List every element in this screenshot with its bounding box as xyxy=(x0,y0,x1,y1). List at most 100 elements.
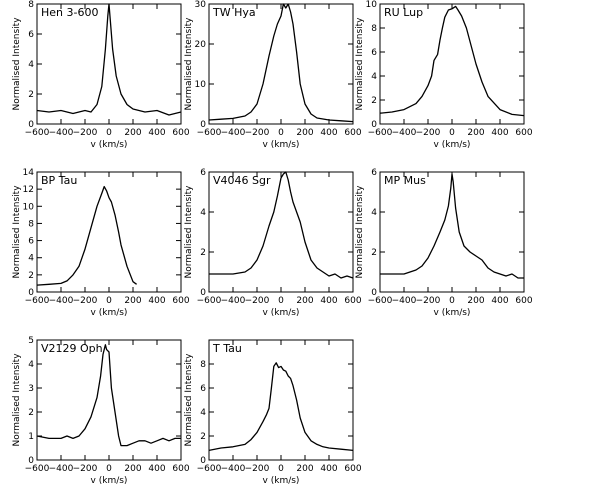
x-tick-label: −400 xyxy=(392,128,417,138)
y-axis-label: Normalised Intensity xyxy=(355,17,365,111)
x-tick-label: −600 xyxy=(368,128,393,138)
y-tick-label: 6 xyxy=(371,168,377,178)
x-tick-label: 200 xyxy=(467,296,484,306)
y-tick-label: 6 xyxy=(200,384,206,394)
x-tick-label: 400 xyxy=(148,128,165,138)
plot-frame xyxy=(36,3,182,125)
y-tick-label: 4 xyxy=(200,408,206,418)
x-tick-label: −600 xyxy=(197,464,222,474)
y-tick-label: 12 xyxy=(23,185,34,195)
panel-title: Hen 3-600 xyxy=(41,6,98,19)
x-tick-label: 600 xyxy=(515,296,532,306)
x-axis-label: v (km/s) xyxy=(91,308,128,318)
x-tick-label: 0 xyxy=(449,296,455,306)
x-tick-label: 600 xyxy=(172,464,189,474)
y-axis-label: Normalised Intensity xyxy=(12,17,22,111)
plot-frame xyxy=(208,339,354,461)
x-tick-label: −200 xyxy=(245,296,270,306)
x-tick-label: 200 xyxy=(467,128,484,138)
x-tick-label: 400 xyxy=(320,296,337,306)
spectrum-line xyxy=(36,3,182,116)
y-tick-label: 2 xyxy=(371,96,377,106)
x-tick-label: 0 xyxy=(106,128,112,138)
y-axis-label: Normalised Intensity xyxy=(12,185,22,279)
y-tick-label: 0 xyxy=(28,288,34,298)
y-tick-label: 6 xyxy=(371,48,377,58)
y-tick-label: 6 xyxy=(200,168,206,178)
x-tick-label: 200 xyxy=(296,464,313,474)
panel-title: V2129 Oph xyxy=(41,342,103,355)
plot-frame xyxy=(36,171,182,293)
y-tick-label: 14 xyxy=(23,168,35,178)
x-tick-label: 200 xyxy=(124,296,141,306)
x-tick-label: 400 xyxy=(148,296,165,306)
y-tick-label: 4 xyxy=(371,72,377,82)
spectrum-line xyxy=(209,171,354,279)
x-tick-label: 0 xyxy=(278,464,284,474)
spectrum-line xyxy=(380,173,524,279)
y-axis-label: Normalised Intensity xyxy=(184,185,194,279)
panel-title: RU Lup xyxy=(384,6,423,19)
y-tick-label: 4 xyxy=(28,60,34,70)
y-tick-label: 4 xyxy=(28,360,34,370)
y-tick-label: 2 xyxy=(28,271,34,281)
x-tick-label: −400 xyxy=(221,128,246,138)
x-tick-label: 600 xyxy=(172,296,189,306)
y-tick-label: 4 xyxy=(200,208,206,218)
y-tick-label: 0 xyxy=(371,288,377,298)
x-tick-label: 200 xyxy=(124,128,141,138)
panel-8: −600 −400 −200 0 200 400 600 0 2 4 6 8 v (km/s) Norma… xyxy=(184,339,362,486)
x-tick-label: 400 xyxy=(491,128,508,138)
panel-title: MP Mus xyxy=(384,174,426,187)
y-tick-label: 2 xyxy=(28,90,34,100)
x-tick-label: −400 xyxy=(221,296,246,306)
x-tick-label: 0 xyxy=(278,296,284,306)
spectrum-line xyxy=(208,362,354,452)
y-tick-label: 4 xyxy=(28,254,34,264)
y-tick-label: 6 xyxy=(28,30,34,40)
x-tick-label: −600 xyxy=(197,128,222,138)
y-axis-label: Normalised Intensity xyxy=(355,185,365,279)
x-tick-label: −200 xyxy=(73,128,98,138)
x-tick-label: −200 xyxy=(416,296,441,306)
y-tick-label: 8 xyxy=(200,360,206,370)
y-tick-label: 0 xyxy=(371,120,377,130)
y-tick-label: 3 xyxy=(28,384,34,394)
panel-title: BP Tau xyxy=(41,174,77,187)
x-tick-label: 200 xyxy=(124,464,141,474)
spectrum-line xyxy=(36,344,181,447)
x-tick-label: −600 xyxy=(197,296,222,306)
panel-2: −600 −400 −200 0 200 400 600 0 10 20 30 v (km/s) Nor… xyxy=(184,0,362,150)
x-axis-label: v (km/s) xyxy=(91,140,128,150)
x-axis-label: v (km/s) xyxy=(263,308,300,318)
x-axis-label: v (km/s) xyxy=(434,308,471,318)
y-tick-label: 5 xyxy=(28,336,34,346)
x-tick-label: 0 xyxy=(278,128,284,138)
y-tick-label: 0 xyxy=(28,456,34,466)
panel-6: −600 −400 −200 0 200 400 600 0 2 4 6 v (km/s) Normal… xyxy=(355,168,533,318)
x-tick-label: −200 xyxy=(73,296,98,306)
x-tick-label: −600 xyxy=(25,464,50,474)
x-tick-label: −400 xyxy=(49,296,74,306)
x-tick-label: 400 xyxy=(320,464,337,474)
y-tick-label: 8 xyxy=(28,219,34,229)
y-axis-label: Normalised Intensity xyxy=(184,17,194,111)
y-tick-label: 2 xyxy=(200,248,206,258)
x-tick-label: −400 xyxy=(49,464,74,474)
plot-frame xyxy=(379,3,525,125)
y-tick-label: 0 xyxy=(200,288,206,298)
panel-title: TW Hya xyxy=(212,6,256,19)
spectrum-line xyxy=(208,3,354,123)
x-tick-label: −200 xyxy=(416,128,441,138)
x-tick-label: −600 xyxy=(368,296,393,306)
plot-frame xyxy=(208,3,354,125)
x-tick-label: 600 xyxy=(344,464,361,474)
x-tick-label: 600 xyxy=(515,128,532,138)
y-tick-label: 0 xyxy=(200,456,206,466)
x-tick-label: 0 xyxy=(106,296,112,306)
x-tick-label: −400 xyxy=(221,464,246,474)
x-axis-label: v (km/s) xyxy=(434,140,471,150)
panel-1: −600 −400 −200 0 200 400 600 0 2 4 6 8 v (km/s) Norma… xyxy=(12,0,190,150)
x-tick-label: 0 xyxy=(449,128,455,138)
